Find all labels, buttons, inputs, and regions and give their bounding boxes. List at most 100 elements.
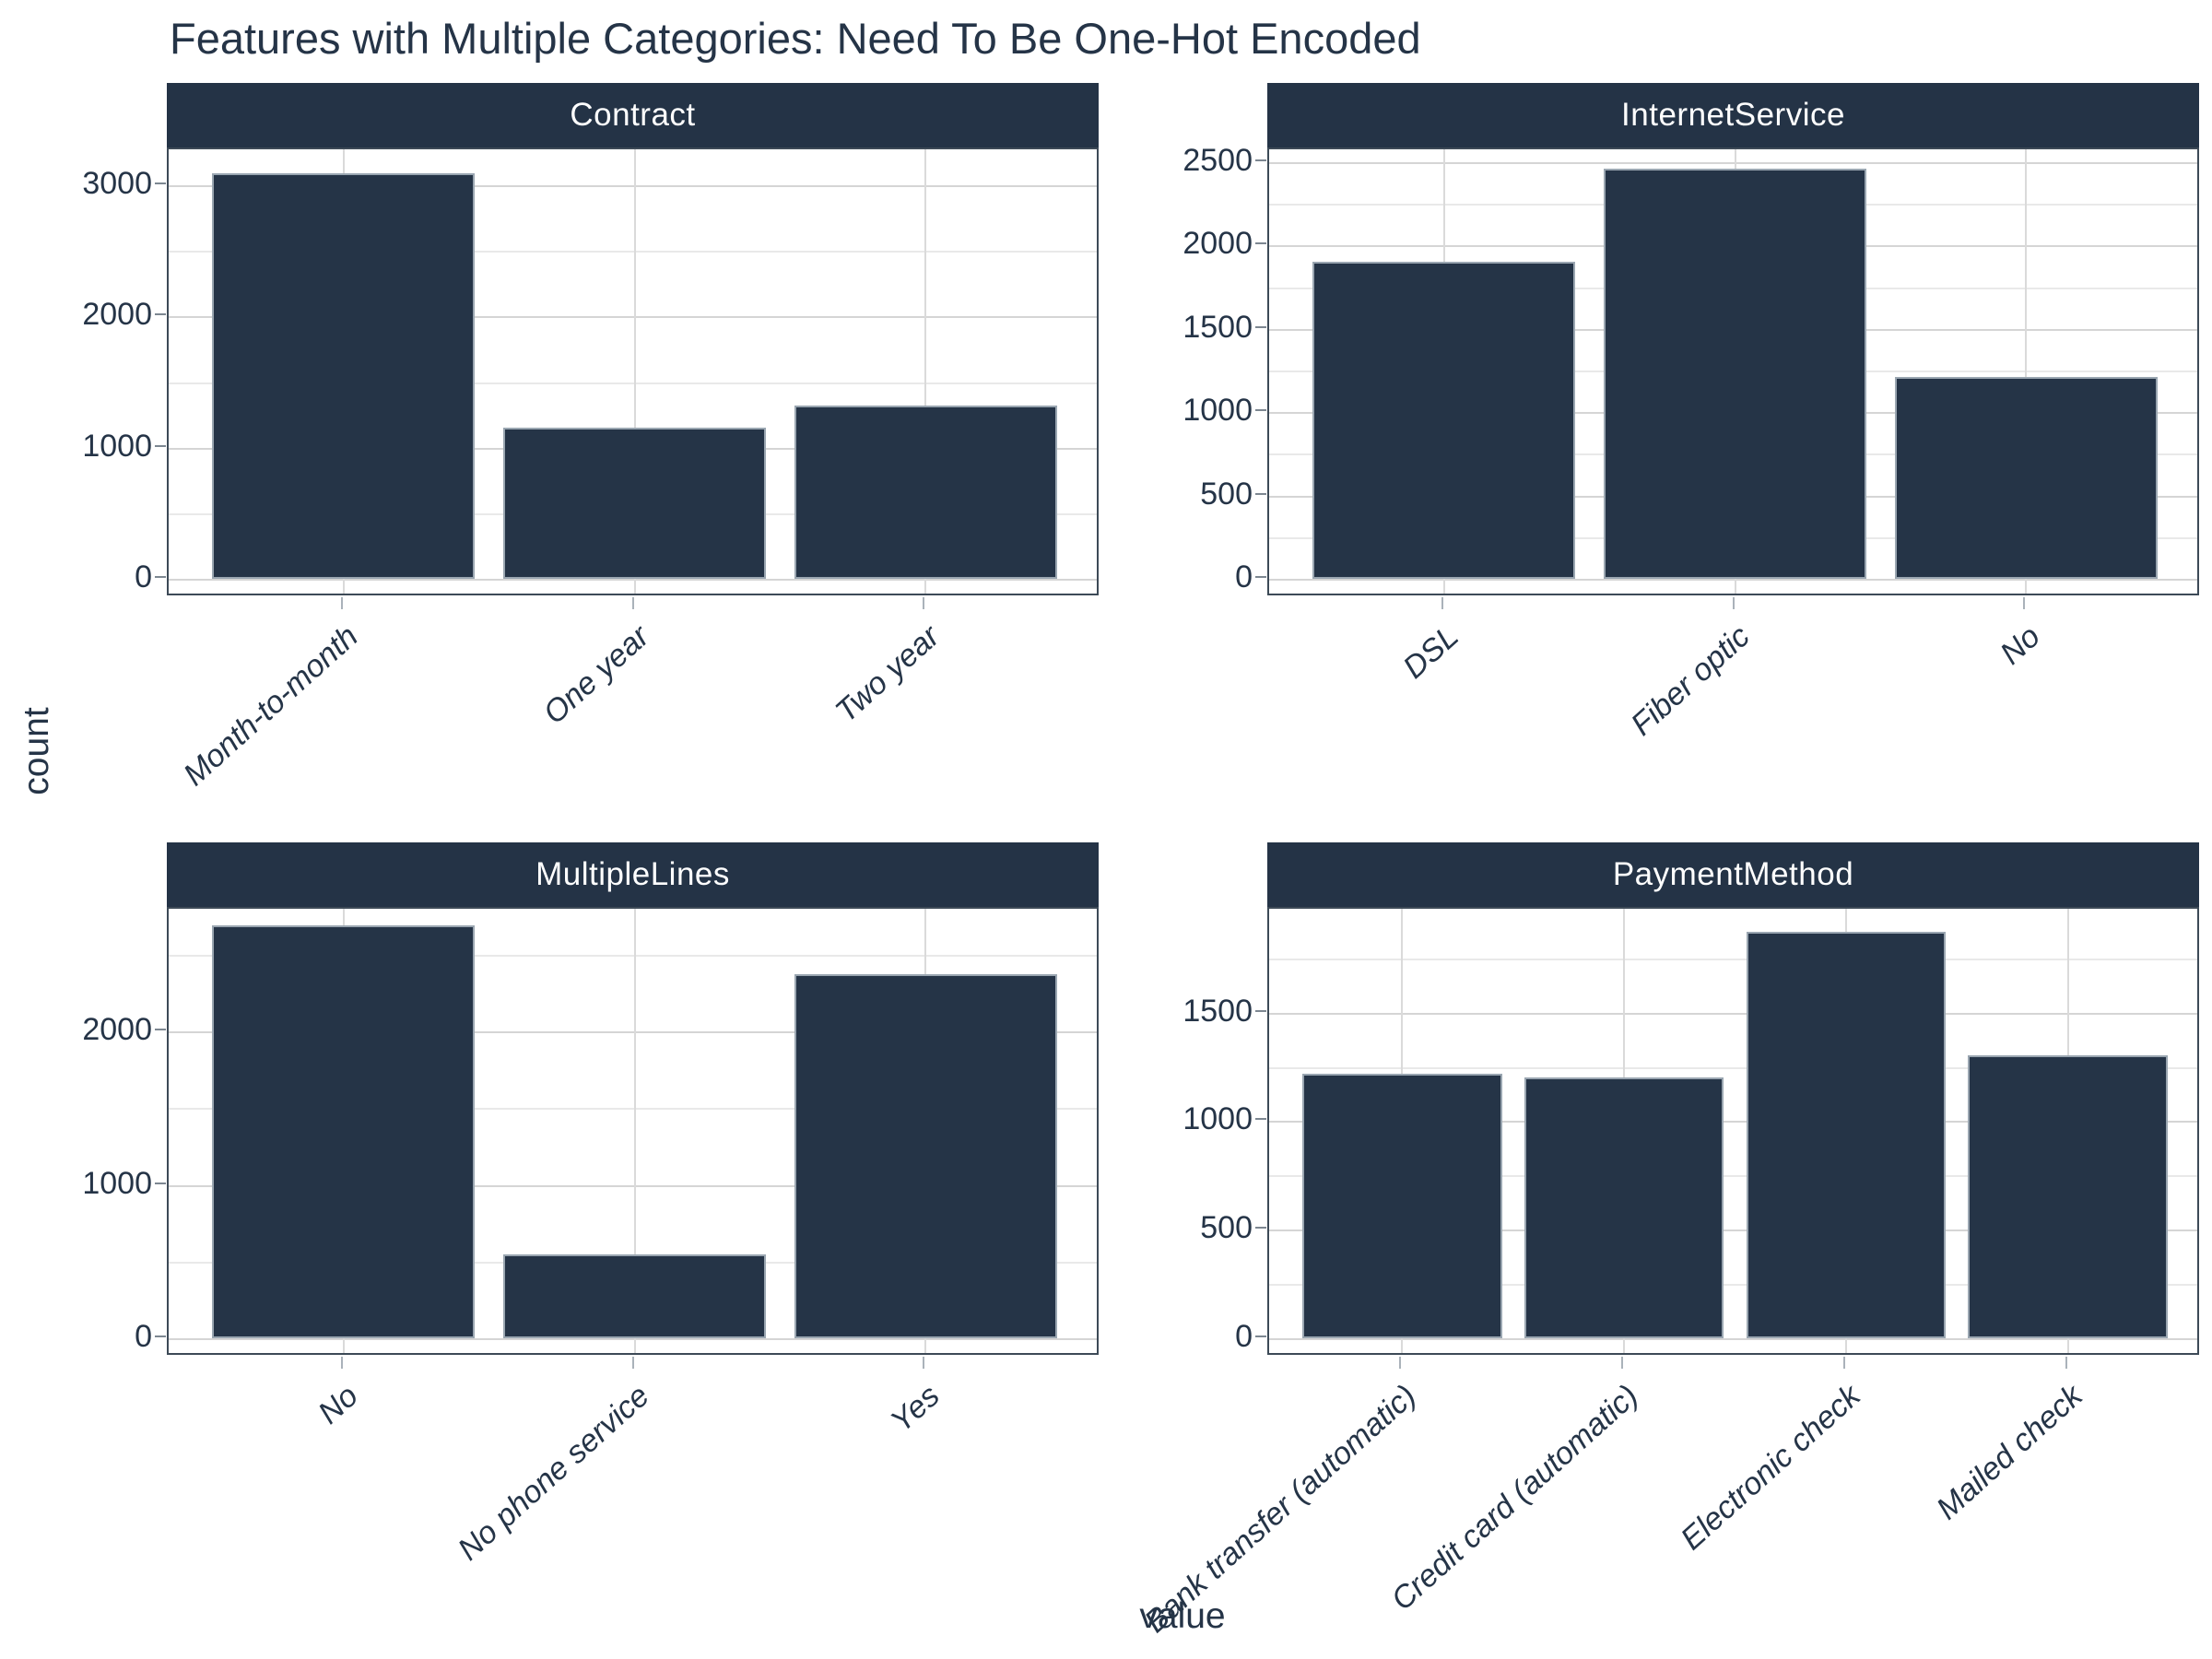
- y-tick-label: 3000: [82, 166, 152, 202]
- y-tick-mark: [155, 576, 166, 578]
- x-axis-title: value: [1139, 1596, 1226, 1636]
- gridline-major: [169, 1031, 1097, 1034]
- gridline-vertical: [924, 149, 927, 594]
- y-tick-mark: [1255, 1227, 1266, 1230]
- x-tick-mark: [631, 1357, 634, 1369]
- bar-fiber-optic: [1604, 169, 1866, 579]
- y-tick-label: 0: [135, 1319, 152, 1354]
- x-category-label: Two year: [829, 618, 947, 730]
- bar-electronic-check: [1746, 932, 1947, 1338]
- facet-panel-paymentmethod: [1267, 907, 2199, 1355]
- y-tick-label: 0: [1235, 1319, 1253, 1354]
- y-tick-label: 2000: [82, 297, 152, 333]
- x-tick-mark: [340, 1357, 343, 1369]
- x-category-label: Yes: [884, 1378, 947, 1440]
- x-tick-mark: [1732, 597, 1735, 609]
- y-tick-mark: [155, 1029, 166, 1031]
- gridline-vertical: [633, 909, 636, 1353]
- facet-panel-multiplelines: [167, 907, 1099, 1355]
- gridline-minor: [169, 1108, 1097, 1111]
- facet-strip-internetservice: InternetService: [1267, 83, 2199, 147]
- y-tick-label: 0: [1235, 559, 1253, 594]
- facet-strip-paymentmethod: PaymentMethod: [1267, 842, 2199, 907]
- facet-strip-label: Contract: [570, 97, 696, 133]
- y-tick-label: 1000: [82, 428, 152, 464]
- facet-strip-label: MultipleLines: [535, 856, 730, 892]
- y-tick-mark: [1255, 492, 1266, 495]
- y-tick-mark: [155, 444, 166, 447]
- bar-month-to-month: [212, 173, 475, 579]
- gridline-minor: [1269, 958, 2197, 960]
- gridline-major: [1269, 1012, 2197, 1015]
- gridline-major: [1269, 1338, 2197, 1340]
- gridline-major: [169, 1184, 1097, 1187]
- facet-strip-label: PaymentMethod: [1612, 856, 1854, 892]
- y-tick-label: 500: [1200, 476, 1253, 512]
- gridline-major: [169, 1338, 1097, 1340]
- gridline-major: [1269, 1121, 2197, 1124]
- facet-panel-internetservice: [1267, 147, 2199, 595]
- x-category-label: Fiber optic: [1623, 618, 1757, 743]
- x-tick-mark: [2023, 597, 2026, 609]
- gridline-major: [1269, 161, 2197, 164]
- gridline-vertical: [633, 149, 636, 594]
- bar-no: [212, 925, 475, 1338]
- y-tick-mark: [155, 1335, 166, 1337]
- bar-no: [1895, 377, 2158, 579]
- gridline-vertical: [2025, 149, 2028, 594]
- facet-panel-contract: [167, 147, 1099, 595]
- bar-no-phone-service: [503, 1254, 766, 1338]
- gridline-major: [1269, 1230, 2197, 1232]
- y-tick-label: 0: [135, 559, 152, 594]
- x-tick-mark: [1399, 1357, 1402, 1369]
- gridline-minor: [1269, 1175, 2197, 1178]
- x-tick-mark: [340, 597, 343, 609]
- x-tick-mark: [1842, 1357, 1845, 1369]
- x-tick-mark: [2065, 1357, 2067, 1369]
- x-category-label: Credit card (automatic): [1384, 1378, 1645, 1618]
- facet-strip-label: InternetService: [1621, 97, 1845, 133]
- bar-dsl: [1312, 262, 1575, 579]
- chart-title: Features with Multiple Categories: Need …: [170, 14, 1421, 63]
- gridline-major: [169, 185, 1097, 188]
- y-tick-mark: [1255, 325, 1266, 328]
- y-tick-mark: [1255, 1335, 1266, 1337]
- y-tick-mark: [1255, 576, 1266, 578]
- gridline-major: [1269, 579, 2197, 581]
- bar-two-year: [794, 406, 1057, 579]
- y-tick-mark: [1255, 1118, 1266, 1121]
- gridline-minor: [169, 954, 1097, 957]
- y-axis-title: count: [17, 707, 56, 795]
- x-tick-mark: [923, 1357, 925, 1369]
- y-tick-label: 1000: [82, 1165, 152, 1201]
- y-tick-label: 1000: [1182, 1101, 1253, 1137]
- y-tick-mark: [155, 313, 166, 316]
- x-category-label: No: [1994, 618, 2048, 672]
- x-category-label: No phone service: [451, 1378, 656, 1568]
- x-category-label: Month-to-month: [176, 618, 365, 794]
- bar-credit-card-automatic-: [1524, 1077, 1724, 1338]
- x-category-label: Mailed check: [1929, 1378, 2089, 1527]
- y-tick-label: 2500: [1182, 142, 1253, 178]
- bar-bank-transfer-automatic-: [1302, 1073, 1502, 1338]
- y-tick-label: 2000: [1182, 226, 1253, 262]
- y-tick-mark: [155, 182, 166, 185]
- gridline-major: [169, 579, 1097, 581]
- y-tick-mark: [1255, 242, 1266, 245]
- gridline-minor: [1269, 1066, 2197, 1069]
- x-category-label: No: [311, 1378, 365, 1431]
- gridline-minor: [169, 382, 1097, 384]
- y-tick-mark: [1255, 409, 1266, 412]
- bar-yes: [794, 973, 1057, 1338]
- x-tick-mark: [923, 597, 925, 609]
- y-tick-label: 1000: [1182, 393, 1253, 429]
- x-tick-mark: [1441, 597, 1443, 609]
- gridline-minor: [1269, 1284, 2197, 1287]
- bar-one-year: [503, 428, 766, 579]
- gridline-major: [169, 316, 1097, 319]
- x-category-label: Electronic check: [1674, 1378, 1867, 1558]
- x-category-label: DSL: [1395, 618, 1465, 686]
- x-category-label: One year: [535, 618, 656, 732]
- y-tick-mark: [1255, 159, 1266, 161]
